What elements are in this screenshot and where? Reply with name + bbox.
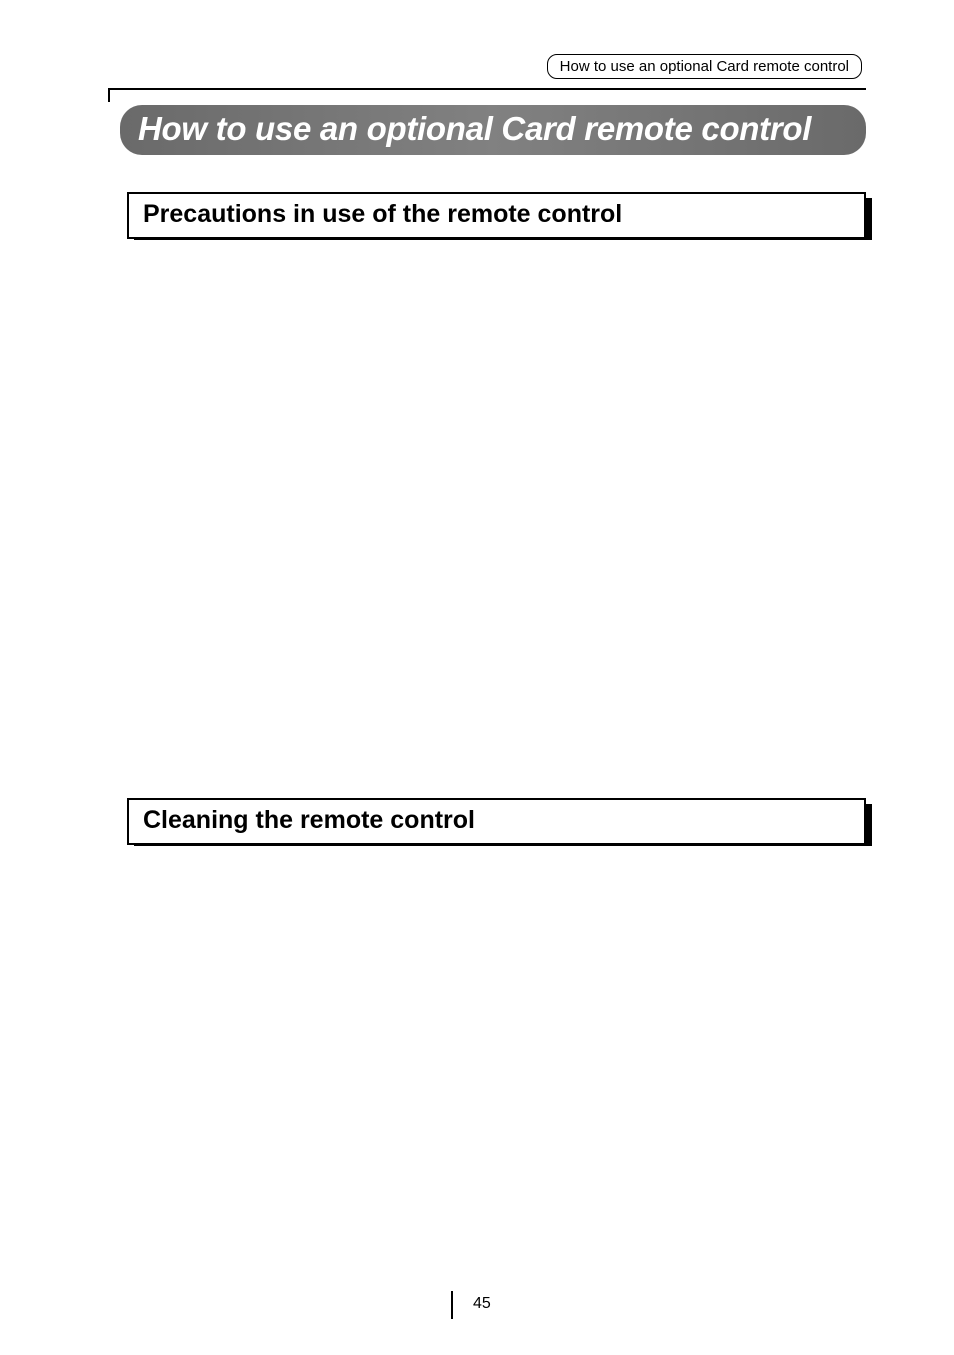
section-heading-box: Precautions in use of the remote control: [127, 192, 866, 239]
page-title: How to use an optional Card remote contr…: [138, 110, 848, 148]
section-heading-text: Cleaning the remote control: [143, 806, 850, 835]
section-heading-text: Precautions in use of the remote control: [143, 200, 850, 229]
section-heading-box: Cleaning the remote control: [127, 798, 866, 845]
page-title-bar: How to use an optional Card remote contr…: [120, 105, 866, 155]
page-number-divider: [451, 1291, 453, 1319]
content-frame-corner: [108, 88, 866, 102]
header-running-label: How to use an optional Card remote contr…: [547, 54, 862, 79]
document-page: How to use an optional Card remote contr…: [0, 0, 954, 1355]
header-label-text: How to use an optional Card remote contr…: [560, 58, 849, 75]
page-number: 45: [473, 1295, 491, 1313]
